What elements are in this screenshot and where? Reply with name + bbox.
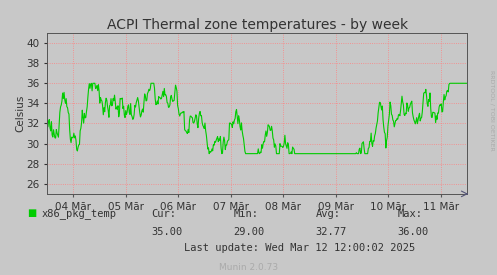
Text: Cur:: Cur:: [152, 209, 176, 219]
Y-axis label: Celsius: Celsius: [15, 95, 25, 132]
Text: Last update: Wed Mar 12 12:00:02 2025: Last update: Wed Mar 12 12:00:02 2025: [184, 243, 415, 253]
Text: 29.00: 29.00: [234, 227, 265, 237]
Text: ■: ■: [27, 208, 37, 218]
Title: ACPI Thermal zone temperatures - by week: ACPI Thermal zone temperatures - by week: [107, 18, 408, 32]
Text: Munin 2.0.73: Munin 2.0.73: [219, 263, 278, 272]
Text: 36.00: 36.00: [398, 227, 429, 237]
Text: RRDTOOL / TOBI OETIKER: RRDTOOL / TOBI OETIKER: [490, 70, 495, 150]
Text: Min:: Min:: [234, 209, 258, 219]
Text: x86_pkg_temp: x86_pkg_temp: [41, 208, 116, 219]
Text: Max:: Max:: [398, 209, 422, 219]
Text: 35.00: 35.00: [152, 227, 183, 237]
Text: Avg:: Avg:: [316, 209, 340, 219]
Text: 32.77: 32.77: [316, 227, 347, 237]
